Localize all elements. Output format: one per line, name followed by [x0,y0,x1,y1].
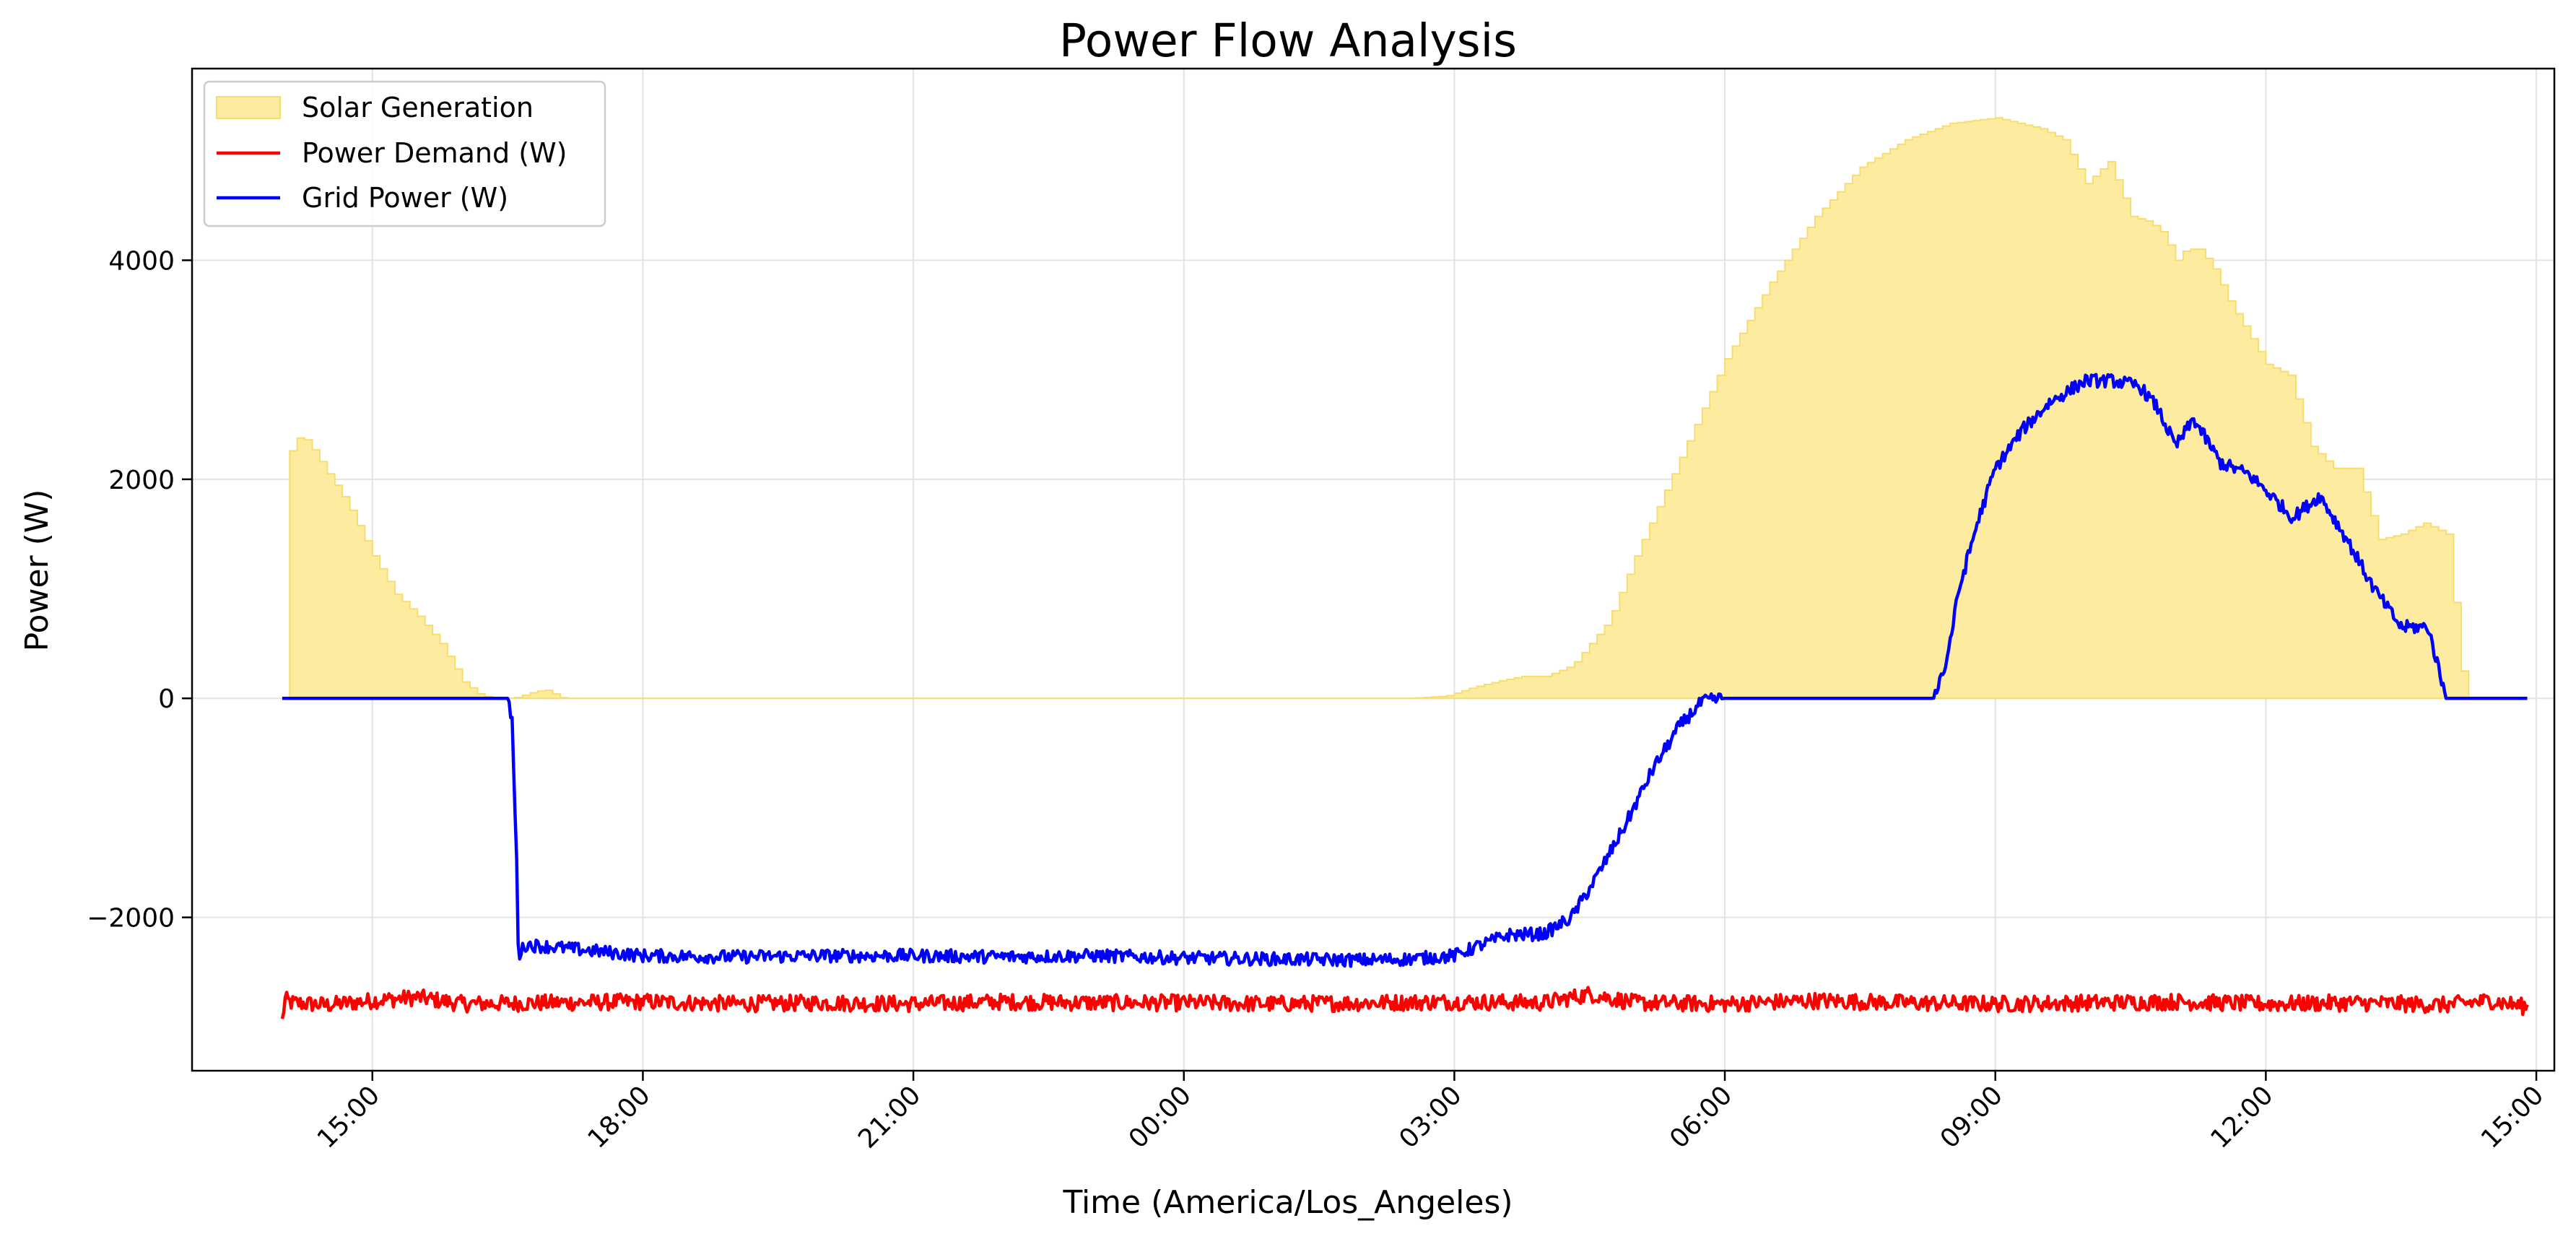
x-tick-label: 06:00 [1664,1080,1738,1154]
series-lines-layer [280,373,2529,1019]
plot-frame [191,67,2556,1072]
legend-label-grid: Grid Power (W) [302,182,508,214]
x-tick-label: 15:00 [2476,1080,2549,1154]
x-tick-label: 03:00 [1393,1080,1467,1154]
y-tick-label: 4000 [108,246,175,276]
y-tick-label: −2000 [87,904,175,934]
chart-title: Power Flow Analysis [1059,14,1517,67]
power-demand-line [280,986,2529,1019]
legend-label-solar: Solar Generation [302,92,534,123]
x-tick-label: 18:00 [582,1080,656,1154]
y-axis-title: Power (W) [19,490,56,652]
legend-swatch-solar [216,96,281,119]
solar-generation-layer [282,117,2528,700]
x-axis-title: Time (America/Los_Angeles) [1062,1184,1513,1221]
x-tick-label: 21:00 [853,1080,926,1154]
legend-box [203,80,606,227]
grid-power-line [282,373,2528,968]
x-tick-label: 15:00 [312,1080,386,1154]
legend: Solar Generation Power Demand (W) Grid P… [203,80,606,227]
x-tick-label: 09:00 [1935,1080,2009,1154]
y-tick-label: 0 [158,684,175,714]
y-axis-ticks: −2000 0 2000 4000 [87,246,192,934]
x-axis-ticks: 15:00 18:00 21:00 00:00 03:00 06:00 09:00 12:00… [312,1071,2549,1154]
x-tick-label: 00:00 [1123,1080,1197,1154]
solar-generation-area [282,117,2528,700]
y-tick-label: 2000 [108,466,175,495]
x-tick-label: 12:00 [2205,1080,2279,1154]
legend-label-demand: Power Demand (W) [302,137,567,169]
